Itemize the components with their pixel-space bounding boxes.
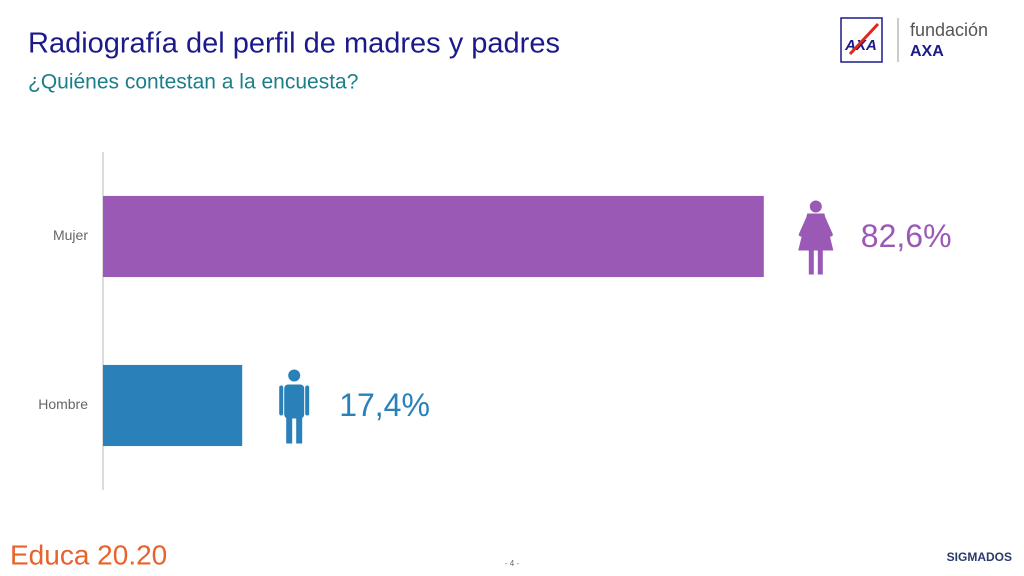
- icon-arm: [279, 385, 284, 416]
- y-tick-label: Mujer: [53, 227, 88, 243]
- chart-subtitle: ¿Quiénes contestan a la encuesta?: [28, 71, 358, 94]
- icon-body: [798, 213, 834, 251]
- icon-arm: [305, 385, 310, 416]
- foundation-top: fundación: [910, 20, 988, 40]
- icon-head: [809, 200, 822, 213]
- person-icon: [279, 369, 310, 444]
- icon-leg: [817, 248, 823, 275]
- chart-title: Radiografía del perfil de madres y padre…: [28, 28, 560, 60]
- bar: [103, 195, 764, 278]
- axa-logo: AXA: [844, 37, 877, 54]
- icon-leg: [296, 415, 303, 444]
- page-number: - 4 -: [505, 559, 520, 568]
- educa-logo: Educa 20.20: [10, 539, 167, 570]
- value-label: 82,6%: [861, 218, 952, 254]
- value-label: 17,4%: [339, 387, 430, 423]
- icon-torso: [284, 384, 305, 419]
- bar: [103, 364, 243, 447]
- icon-leg: [286, 415, 293, 444]
- sigmados-logo: SIGMADOS: [947, 550, 1012, 564]
- icon-leg: [808, 248, 814, 275]
- foundation-bottom: AXA: [910, 43, 944, 60]
- person-icon: [798, 200, 834, 275]
- y-tick-label: Hombre: [38, 396, 88, 412]
- axa-logo-box: [840, 17, 883, 63]
- axa-slash: [848, 22, 880, 56]
- icon-head: [288, 369, 301, 382]
